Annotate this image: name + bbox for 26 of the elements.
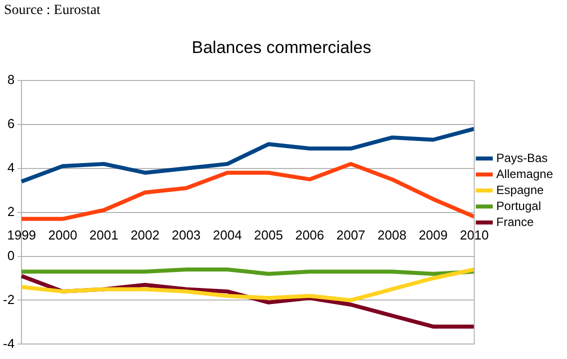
x-tick-label: 2004: [212, 228, 242, 243]
legend-label: Pays-Bas: [496, 150, 548, 165]
legend-label: Portugal: [496, 198, 541, 213]
legend-label: Allemagne: [496, 166, 554, 181]
y-tick-label: 2: [7, 204, 15, 219]
x-tick-label: 2007: [336, 228, 366, 243]
y-tick-label: -2: [2, 292, 15, 307]
x-tick-label: 2006: [295, 228, 324, 243]
y-tick-label: 4: [7, 160, 15, 175]
legend-label: France: [496, 214, 534, 229]
legend-label: Espagne: [496, 182, 544, 197]
y-tick-label: 0: [7, 248, 15, 263]
x-tick-label: 2009: [418, 228, 448, 243]
x-tick-label: 2003: [172, 228, 201, 243]
y-tick-label: 8: [7, 72, 15, 87]
y-tick-label: -4: [2, 336, 15, 351]
x-tick-label: 2008: [378, 228, 406, 243]
x-tick-label: 1999: [7, 228, 36, 243]
chart-title: Balances commerciales: [192, 38, 372, 57]
x-tick-label: 2001: [89, 228, 118, 243]
x-tick-label: 2005: [254, 228, 283, 243]
x-tick-label: 2002: [130, 228, 160, 243]
y-tick-label: 6: [7, 116, 15, 131]
x-tick-label: 2010: [460, 228, 489, 243]
source-note: Source : Eurostat: [4, 3, 100, 19]
x-tick-label: 2000: [48, 228, 78, 243]
